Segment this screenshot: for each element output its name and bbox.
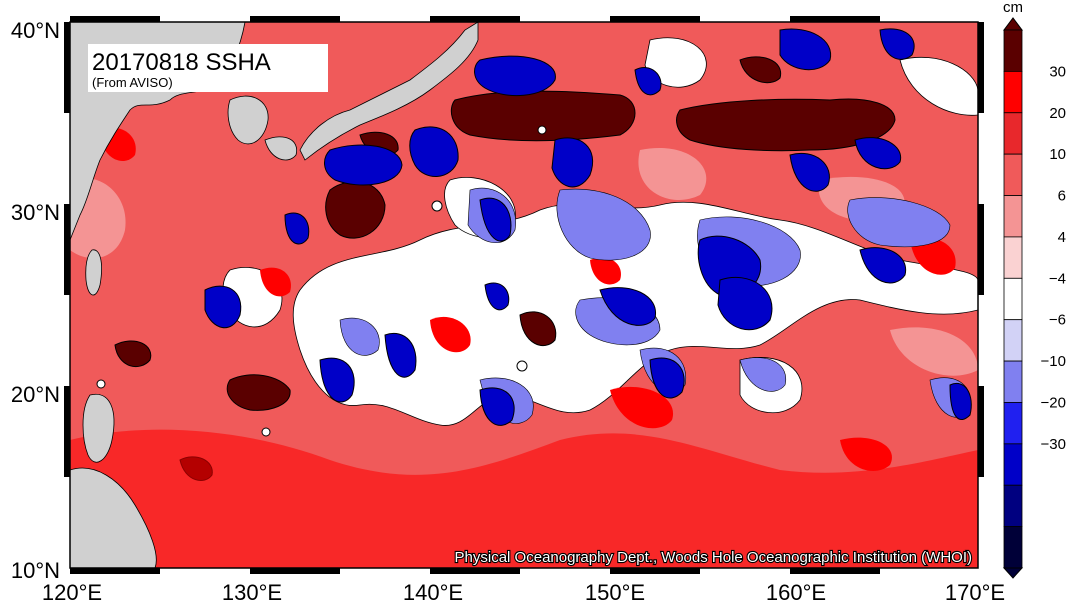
- colorbar: cm 30 20 10 6 4 −4 −6 −10 −20 −30: [1002, 0, 1066, 579]
- colorbar-label: 6: [1058, 188, 1066, 205]
- colorbar-swatch: [1003, 70, 1023, 114]
- lon-label-120e: 120°E: [42, 580, 102, 605]
- colorbar-swatch: [1003, 195, 1023, 238]
- colorbar-swatch: [1003, 29, 1023, 72]
- lon-label-130e: 130°E: [222, 580, 282, 605]
- colorbar-swatch: [1003, 112, 1023, 155]
- map-title-box: 20170818 SSHA (From AVISO): [88, 44, 328, 92]
- colorbar-label: −10: [1041, 353, 1066, 370]
- lat-label-10n: 10°N: [11, 558, 60, 583]
- map-plot-area: [70, 22, 978, 568]
- colorbar-swatch: [1003, 443, 1023, 486]
- land-japan: [299, 22, 479, 161]
- colorbar-label: 4: [1058, 229, 1066, 246]
- map-title: 20170818 SSHA: [92, 49, 271, 76]
- land-luzon: [82, 393, 115, 463]
- colorbar-swatch: [1003, 360, 1023, 403]
- colorbar-label: −30: [1041, 436, 1066, 453]
- map-credit: Physical Oceanography Dept., Woods Hole …: [455, 549, 972, 566]
- colorbar-label: 10: [1049, 146, 1066, 163]
- map-border-ticks: [64, 16, 984, 574]
- colorbar-swatch: [1003, 402, 1023, 445]
- colorbar-label: 30: [1049, 63, 1066, 80]
- islands: [96, 125, 547, 437]
- lat-label-40n: 40°N: [11, 18, 60, 43]
- colorbar-bottom-arrow: [1002, 567, 1024, 579]
- colorbar-swatch: [1003, 484, 1023, 528]
- lon-labels: 120°E 130°E 140°E 150°E 160°E 170°E: [42, 580, 1005, 605]
- colorbar-label: −20: [1041, 394, 1066, 411]
- colorbar-swatch: [1003, 277, 1023, 321]
- lon-label-140e: 140°E: [403, 580, 463, 605]
- colorbar-swatch: [1003, 236, 1023, 279]
- lon-label-170e: 170°E: [945, 580, 1005, 605]
- lat-label-30n: 30°N: [11, 200, 60, 225]
- colorbar-top-arrow: [1003, 17, 1023, 31]
- colorbar-swatch: [1003, 319, 1023, 362]
- colorbar-swatch: [1003, 526, 1023, 569]
- lat-labels: 40°N 30°N 20°N 10°N: [11, 18, 60, 583]
- lat-label-20n: 20°N: [11, 382, 60, 407]
- colorbar-swatch: [1003, 153, 1023, 196]
- land-korea: [227, 95, 269, 145]
- lon-label-150e: 150°E: [585, 580, 645, 605]
- lon-label-160e: 160°E: [766, 580, 826, 605]
- colorbar-unit: cm: [1003, 0, 1023, 16]
- anomaly-strong-cold: [204, 28, 972, 426]
- colorbar-label: −4: [1049, 270, 1066, 287]
- colorbar-label: 20: [1049, 105, 1066, 122]
- land-philippines: [70, 467, 157, 568]
- map-subtitle: (From AVISO): [92, 75, 173, 90]
- land-taiwan: [85, 249, 102, 296]
- colorbar-label: −6: [1049, 312, 1066, 329]
